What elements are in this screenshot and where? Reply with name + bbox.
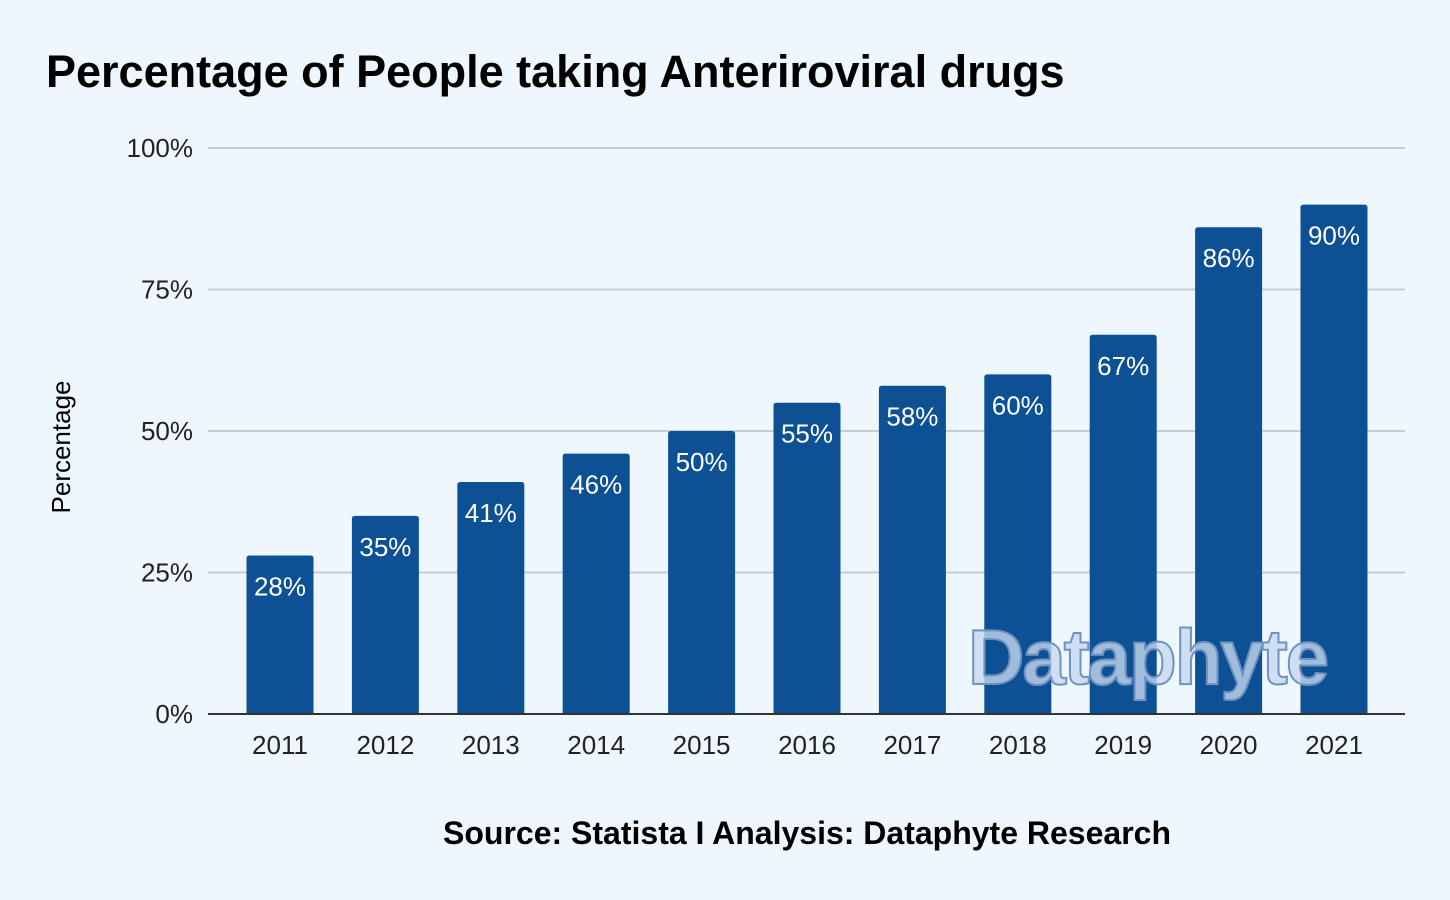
bar-data-label: 50% [676, 447, 728, 477]
bar-data-label: 55% [781, 419, 833, 449]
x-tick-label: 2014 [567, 730, 625, 760]
bar-data-label: 60% [992, 390, 1044, 420]
bars [246, 204, 1368, 715]
bar [878, 385, 946, 714]
y-axis-ticks: 0% 25% 50% 75% 100% [127, 133, 194, 729]
data-labels: 28% 35% 41% 46% 50% 55% 58% 60% 67% 86% 90% [254, 221, 1360, 602]
y-axis-title: Percentage [46, 381, 76, 514]
bar-data-label: 90% [1308, 221, 1360, 251]
x-axis-ticks: 2011 2012 2013 2014 2015 2016 2017 2018 2019 2020… [252, 730, 1363, 760]
x-tick-label: 2015 [673, 730, 731, 760]
x-tick-label: 2012 [356, 730, 414, 760]
watermark-logo: Dataphyte [968, 613, 1327, 701]
bar-data-label: 28% [254, 572, 306, 602]
bar [351, 515, 419, 714]
chart-title: Percentage of People taking Anterirovira… [46, 46, 1065, 97]
x-tick-label: 2020 [1200, 730, 1258, 760]
x-tick-label: 2013 [462, 730, 520, 760]
bar-data-label: 67% [1097, 351, 1149, 381]
x-tick-label: 2011 [252, 730, 308, 760]
y-tick-label: 100% [127, 133, 194, 163]
bar [457, 481, 525, 714]
x-tick-label: 2018 [989, 730, 1047, 760]
bar-data-label: 46% [570, 470, 622, 500]
x-tick-label: 2019 [1094, 730, 1152, 760]
bar [984, 374, 1052, 714]
bar [562, 453, 630, 714]
bar [1300, 204, 1368, 714]
bar [668, 431, 736, 714]
y-tick-label: 50% [141, 416, 193, 446]
x-tick-label: 2016 [778, 730, 836, 760]
bar-data-label: 58% [886, 402, 938, 432]
bar [1089, 334, 1157, 714]
y-tick-label: 75% [141, 275, 193, 305]
x-tick-label: 2017 [883, 730, 941, 760]
bar-data-label: 41% [465, 498, 517, 528]
bar [1195, 227, 1263, 715]
bar [246, 555, 314, 714]
x-tick-label: 2021 [1305, 730, 1363, 760]
y-tick-label: 25% [141, 558, 193, 588]
y-tick-label: 0% [155, 699, 193, 729]
bar-data-label: 86% [1203, 243, 1255, 273]
bar-data-label: 35% [359, 532, 411, 562]
bar [773, 402, 841, 714]
source-note: Source: Statista I Analysis: Dataphyte R… [443, 815, 1171, 851]
